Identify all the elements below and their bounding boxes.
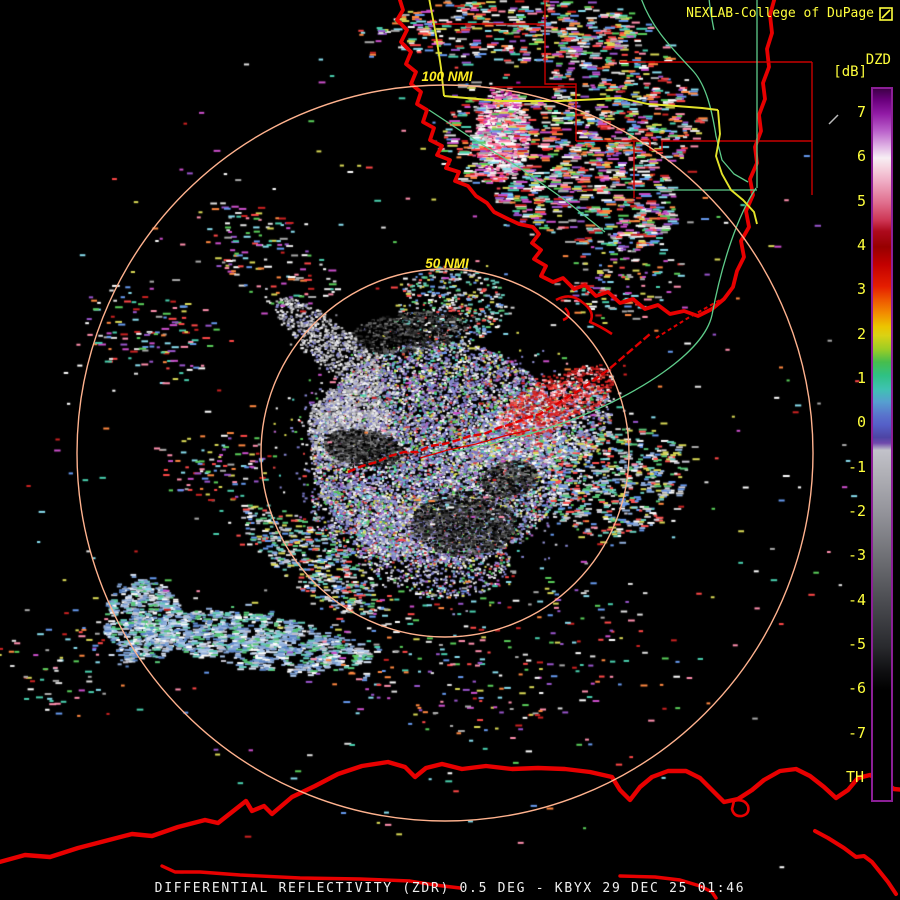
florida-coastline	[395, 0, 777, 318]
colorbar-tick: -5	[847, 635, 866, 654]
colorbar-threshold-label: TH	[845, 768, 864, 786]
colorbar-tick: 1	[856, 369, 866, 387]
range-ring-50nmi	[260, 268, 630, 638]
colorbar-tick: 6	[856, 147, 866, 166]
college-of-dupage-logo-icon	[879, 6, 893, 21]
colorbar-tick: -6	[847, 679, 866, 698]
colorbar-tick: -2	[847, 502, 866, 521]
florida-bay-islands	[555, 295, 613, 336]
credit-row: NEXLAB-College of DuPage	[686, 6, 893, 21]
colorbar-tick: -7	[847, 723, 866, 742]
green-roads	[428, 0, 758, 453]
colorbar-tick: 3	[856, 280, 866, 299]
colorbar-tick: 2	[856, 324, 866, 343]
colorbar-units-label: [dB]	[833, 64, 867, 80]
yellow-roads	[428, 0, 758, 225]
range-ring-100nmi	[76, 84, 814, 822]
colorbar-product-label: DZD	[865, 52, 891, 68]
zdr-color-scale	[871, 87, 893, 802]
cuba-coastline	[0, 759, 900, 900]
colorbar-tick: 0	[856, 413, 866, 432]
credit-text: NEXLAB-College of DuPage	[686, 6, 874, 21]
range-label-50nmi: 50 NMI	[425, 256, 469, 271]
range-label-100nmi: 100 NMI	[421, 69, 473, 84]
colorbar-tick: -4	[847, 590, 866, 609]
stray-echo-dash	[828, 114, 839, 125]
colorbar-tick: 7	[856, 102, 866, 121]
colorbar-tick: -1	[847, 457, 866, 476]
county-boundaries	[432, 0, 813, 198]
colorbar-tick: -3	[847, 546, 866, 565]
colorbar-tick: 5	[856, 191, 866, 210]
status-bar-text: DIFFERENTIAL REFLECTIVITY (ZDR) 0.5 DEG …	[154, 881, 746, 896]
colorbar-tick: 4	[856, 235, 866, 254]
florida-keys-chain	[347, 299, 721, 474]
range-rings	[76, 84, 814, 822]
